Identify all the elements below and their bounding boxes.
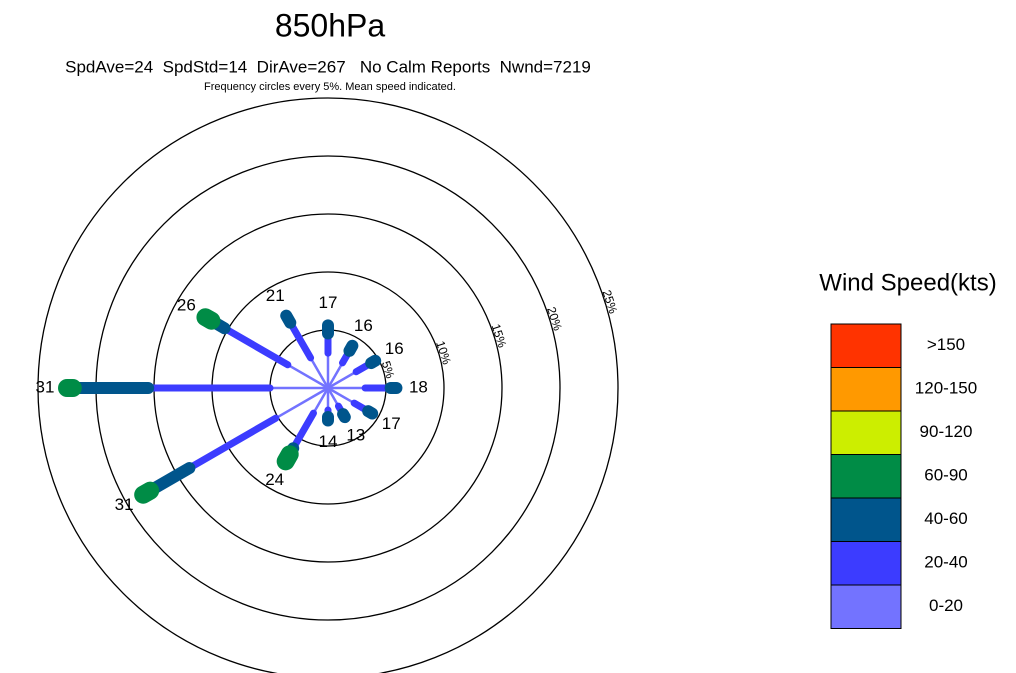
petal-segment	[185, 414, 280, 472]
mean-speed-label: 16	[354, 316, 373, 335]
legend-label: 40-60	[924, 509, 967, 528]
legend-label: 90-120	[920, 422, 973, 441]
mean-speed-label: 17	[319, 293, 338, 312]
legend-label: 60-90	[924, 466, 967, 485]
mean-speed-label: 24	[265, 470, 284, 489]
petal-segment	[365, 354, 382, 370]
petal-segment	[327, 386, 355, 405]
chart-title: 850hPa	[275, 7, 386, 43]
petal-segment	[309, 357, 330, 389]
legend-label: 20-40	[924, 553, 967, 572]
petal-segment	[337, 408, 351, 424]
petal-segment	[362, 405, 379, 420]
petal-segment	[275, 386, 329, 420]
legend-swatch	[830, 584, 902, 629]
chart-note: Frequency circles every 5%. Mean speed i…	[204, 81, 456, 93]
petal-segment	[343, 339, 359, 357]
petal-segment	[196, 308, 221, 330]
mean-speed-label: 17	[382, 414, 401, 433]
legend-label: 120-150	[915, 379, 977, 398]
legend-swatch	[830, 323, 902, 368]
legend-title: Wind Speed(kts)	[819, 269, 996, 296]
petal-segment	[327, 370, 357, 390]
mean-speed-label: 16	[385, 339, 404, 358]
legend-swatch	[830, 367, 902, 412]
petal-segment	[287, 363, 329, 390]
legend-swatch	[830, 497, 902, 542]
frequency-label: 15%	[489, 322, 510, 349]
frequency-label: 25%	[600, 288, 621, 315]
chart-subtitle: SpdAve=24 SpdStd=14 DirAve=267 No Calm R…	[65, 57, 591, 76]
legend-swatch	[830, 454, 902, 499]
petal-segment	[326, 362, 344, 389]
mean-speed-label: 13	[346, 426, 365, 445]
mean-speed-label: 26	[177, 296, 196, 315]
legend-swatch	[830, 541, 902, 586]
mean-speed-label: 31	[115, 495, 134, 514]
frequency-label: 20%	[544, 305, 565, 332]
legend-swatch	[830, 410, 902, 455]
petal-segment	[276, 445, 299, 471]
frequency-label: 10%	[433, 339, 454, 366]
petal-segment	[312, 387, 330, 414]
petal-segment	[280, 309, 297, 329]
petal-segment	[221, 324, 292, 369]
legend-label: >150	[927, 335, 965, 354]
frequency-circle	[37, 97, 619, 673]
petal-segment	[134, 481, 160, 504]
legend-label: 0-20	[929, 596, 963, 615]
mean-speed-label: 14	[319, 432, 338, 451]
mean-speed-label: 31	[36, 377, 55, 396]
mean-speed-label: 21	[266, 286, 285, 305]
petal-segment	[286, 319, 315, 362]
petal-segment	[289, 409, 317, 452]
mean-speed-label: 18	[409, 377, 428, 396]
frequency-label: 5%	[379, 359, 398, 380]
